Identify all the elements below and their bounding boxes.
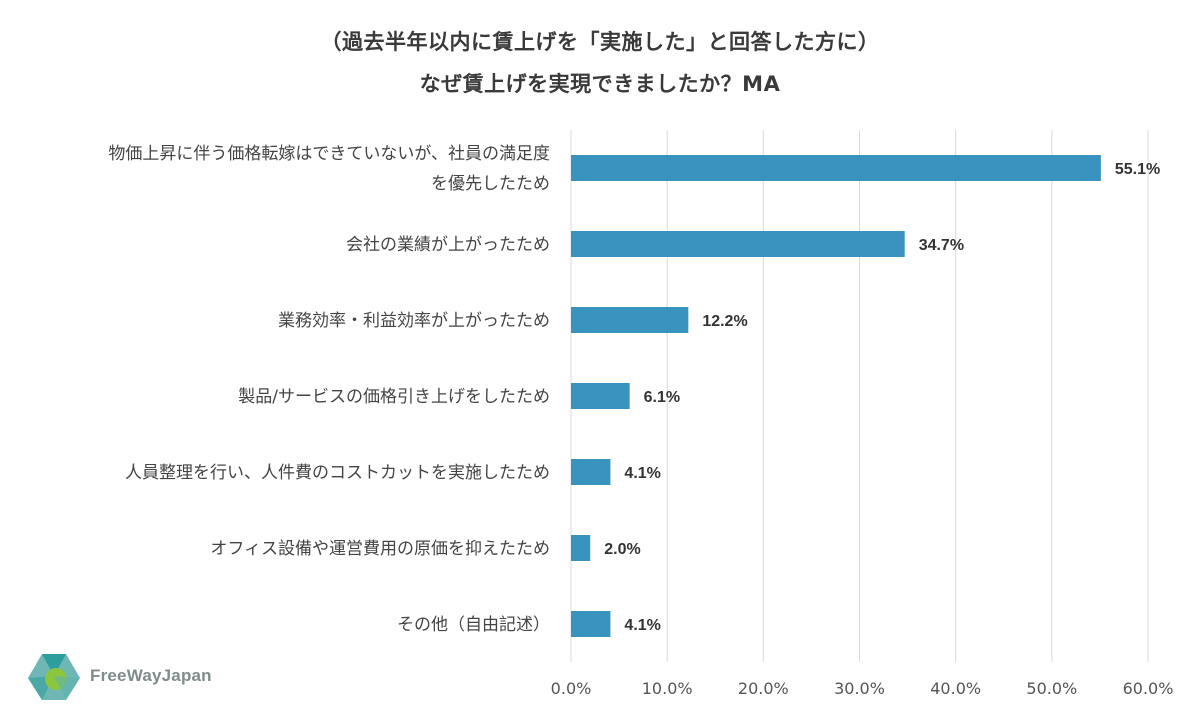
category-label: 人員整理を行い、人件費のコストカットを実施したため xyxy=(125,463,550,483)
category-label: オフィス設備や運営費用の原価を抑えたため xyxy=(210,539,550,559)
data-label: 2.0% xyxy=(604,541,640,558)
category-label: 物価上昇に伴う価格転嫁はできていないが、社員の満足度 xyxy=(108,144,550,164)
chart-title-line-2: なぜ賃上げを実現できましたか？MA xyxy=(419,72,781,96)
data-label: 34.7% xyxy=(919,237,964,254)
x-tick-label: 40.0% xyxy=(930,679,981,698)
x-tick-label: 20.0% xyxy=(738,679,789,698)
data-label: 12.2% xyxy=(702,313,747,330)
bar xyxy=(571,459,611,485)
bar xyxy=(571,231,905,257)
category-label: を優先したため xyxy=(431,174,550,194)
bar xyxy=(571,383,630,409)
category-label: その他（自由記述） xyxy=(397,615,550,635)
logo-text: FreeWayJapan xyxy=(90,666,212,685)
x-tick-label: 10.0% xyxy=(642,679,693,698)
data-label: 55.1% xyxy=(1115,161,1160,178)
bar xyxy=(571,611,611,637)
data-label: 4.1% xyxy=(624,617,660,634)
x-tick-label: 0.0% xyxy=(551,679,592,698)
category-label: 業務効率・利益効率が上がったため xyxy=(278,311,550,331)
category-label: 会社の業績が上がったため xyxy=(346,235,550,255)
x-tick-label: 30.0% xyxy=(834,679,885,698)
chart-title-line-1: （過去半年以内に賃上げを「実施した」と回答した方に） xyxy=(320,30,880,54)
bar xyxy=(571,155,1101,181)
logo-mark-icon xyxy=(28,654,80,700)
freewayjapan-logo: FreeWayJapan xyxy=(26,652,226,702)
data-label: 6.1% xyxy=(644,389,680,406)
data-label: 4.1% xyxy=(624,465,660,482)
category-label: 製品/サービスの価格引き上げをしたため xyxy=(238,387,550,407)
bar xyxy=(571,307,689,333)
x-tick-label: 60.0% xyxy=(1123,679,1174,698)
bar xyxy=(571,535,591,561)
x-tick-label: 50.0% xyxy=(1026,679,1077,698)
